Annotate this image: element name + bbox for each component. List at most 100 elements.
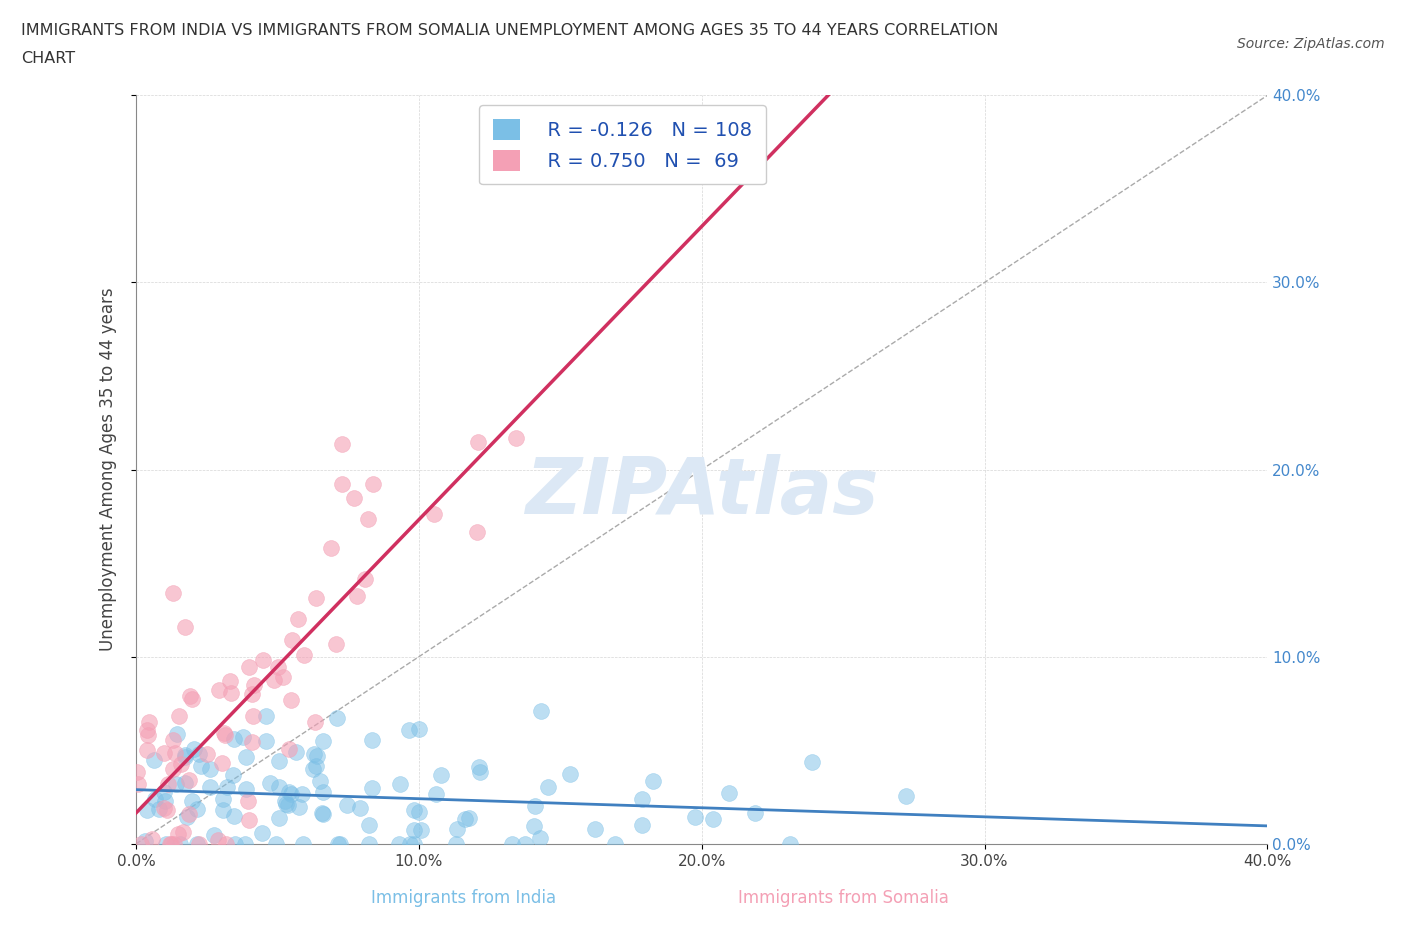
Point bbox=[328, 836, 350, 851]
Point bbox=[163, 836, 186, 851]
Point bbox=[254, 709, 277, 724]
Text: Immigrants from India: Immigrants from India bbox=[371, 889, 557, 907]
Point bbox=[304, 715, 326, 730]
Point bbox=[361, 477, 384, 492]
Point bbox=[136, 727, 159, 742]
Point bbox=[453, 811, 475, 826]
Point bbox=[330, 437, 353, 452]
Point bbox=[186, 802, 208, 817]
Point bbox=[202, 828, 225, 843]
Point bbox=[271, 670, 294, 684]
Point bbox=[183, 741, 205, 756]
Point bbox=[208, 683, 231, 698]
Point bbox=[152, 800, 174, 815]
Point bbox=[305, 758, 328, 773]
Point bbox=[156, 803, 179, 817]
Point bbox=[263, 672, 285, 687]
Point bbox=[233, 836, 256, 851]
Point bbox=[717, 786, 740, 801]
Point bbox=[274, 796, 297, 811]
Point bbox=[505, 431, 527, 445]
Point bbox=[630, 817, 652, 832]
Point bbox=[174, 619, 197, 634]
Point bbox=[243, 678, 266, 693]
Point bbox=[141, 831, 163, 846]
Point bbox=[212, 791, 235, 806]
Point bbox=[143, 752, 166, 767]
Point bbox=[176, 810, 198, 825]
Point bbox=[357, 836, 380, 851]
Point bbox=[188, 747, 211, 762]
Point bbox=[284, 744, 307, 759]
Point bbox=[207, 832, 229, 847]
Point bbox=[138, 714, 160, 729]
Point bbox=[501, 836, 523, 851]
Point bbox=[267, 810, 290, 825]
Point bbox=[267, 753, 290, 768]
Point bbox=[165, 777, 187, 791]
Text: CHART: CHART bbox=[21, 51, 75, 66]
Point bbox=[468, 764, 491, 779]
Point bbox=[240, 735, 263, 750]
Point bbox=[221, 685, 243, 700]
Point bbox=[174, 776, 197, 790]
Point bbox=[129, 836, 152, 851]
Point bbox=[530, 704, 553, 719]
Point bbox=[212, 725, 235, 740]
Point bbox=[238, 659, 260, 674]
Point bbox=[312, 734, 335, 749]
Point bbox=[177, 807, 200, 822]
Point bbox=[524, 798, 547, 813]
Y-axis label: Unemployment Among Ages 35 to 44 years: Unemployment Among Ages 35 to 44 years bbox=[100, 287, 117, 651]
Point bbox=[174, 748, 197, 763]
Point bbox=[242, 709, 264, 724]
Point bbox=[468, 759, 491, 774]
Point bbox=[683, 810, 706, 825]
Point bbox=[162, 762, 184, 777]
Point bbox=[287, 612, 309, 627]
Point bbox=[467, 434, 489, 449]
Point bbox=[529, 831, 551, 846]
Point bbox=[411, 822, 433, 837]
Point bbox=[280, 787, 302, 802]
Point bbox=[277, 741, 299, 756]
Point bbox=[292, 647, 315, 662]
Point bbox=[311, 806, 333, 821]
Point bbox=[188, 836, 211, 851]
Point bbox=[430, 767, 453, 782]
Point bbox=[214, 727, 236, 742]
Point bbox=[177, 773, 200, 788]
Point bbox=[212, 803, 235, 817]
Point bbox=[349, 801, 371, 816]
Point bbox=[423, 506, 446, 521]
Point bbox=[326, 711, 349, 725]
Point bbox=[343, 491, 366, 506]
Point bbox=[537, 779, 560, 794]
Point bbox=[304, 747, 326, 762]
Point bbox=[173, 750, 195, 764]
Point bbox=[222, 768, 245, 783]
Point bbox=[359, 817, 381, 832]
Point bbox=[399, 836, 422, 851]
Point bbox=[800, 755, 823, 770]
Point bbox=[361, 781, 384, 796]
Point bbox=[457, 810, 479, 825]
Point bbox=[583, 822, 606, 837]
Point bbox=[523, 819, 546, 834]
Point bbox=[280, 633, 302, 648]
Point bbox=[169, 836, 191, 851]
Point bbox=[159, 836, 181, 851]
Point bbox=[162, 733, 184, 748]
Text: IMMIGRANTS FROM INDIA VS IMMIGRANTS FROM SOMALIA UNEMPLOYMENT AMONG AGES 35 TO 4: IMMIGRANTS FROM INDIA VS IMMIGRANTS FROM… bbox=[21, 23, 998, 38]
Point bbox=[143, 792, 166, 807]
Point bbox=[242, 687, 264, 702]
Point bbox=[330, 476, 353, 491]
Point bbox=[219, 673, 242, 688]
Point bbox=[172, 825, 194, 840]
Point bbox=[232, 730, 254, 745]
Point bbox=[153, 794, 176, 809]
Point bbox=[162, 585, 184, 600]
Point bbox=[148, 802, 170, 817]
Point bbox=[388, 836, 411, 851]
Point bbox=[254, 734, 277, 749]
